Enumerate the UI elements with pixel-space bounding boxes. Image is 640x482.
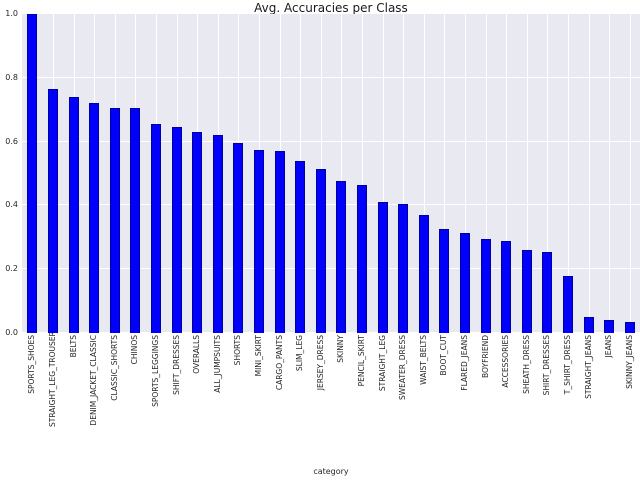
x-tick-label: SPORTS_LEGGINGS — [150, 335, 160, 407]
x-tick-label: STRAIGHT_LEG — [377, 335, 387, 392]
y-tick-label: 0.0 — [5, 328, 18, 337]
bar — [89, 103, 100, 333]
bar — [27, 14, 38, 333]
gridline-vertical — [547, 14, 549, 333]
gridline-vertical — [382, 14, 384, 333]
bar — [212, 135, 223, 333]
bar — [130, 108, 141, 333]
bar — [418, 214, 429, 333]
bar — [562, 275, 573, 333]
x-tick-label: JERSEY_DRESS — [315, 335, 325, 391]
bar — [624, 321, 635, 333]
gridline-horizontal — [22, 204, 640, 206]
x-tick-label: ALL_JUMPSUITS — [212, 335, 222, 393]
bar — [542, 251, 553, 333]
bar — [109, 108, 120, 333]
gridline-vertical — [506, 14, 508, 333]
y-tick-label: 0.4 — [5, 200, 18, 210]
bar — [377, 202, 388, 333]
gridline-vertical — [588, 14, 590, 333]
x-tick-label: JEANS — [604, 335, 614, 358]
gridline-horizontal — [22, 268, 640, 270]
x-tick-label: SHEATH_DRESS — [521, 335, 531, 394]
gridline-vertical — [567, 14, 569, 333]
x-tick-label: SHIFT_DRESSES — [171, 335, 181, 395]
gridline-vertical — [609, 14, 611, 333]
x-tick-label: STRAIGHT_JEANS — [583, 335, 593, 399]
gridline-vertical — [444, 14, 446, 333]
bar — [356, 184, 367, 333]
x-tick-label: SWEATER_DRESS — [398, 335, 408, 400]
x-tick-label: MINI_SKIRT — [253, 335, 263, 377]
x-tick-label: SLIM_LEG — [295, 335, 305, 372]
x-tick-label: ACCESSORIES — [501, 335, 511, 388]
bar — [521, 250, 532, 333]
x-tick-label: BOOT_CUT — [439, 335, 449, 376]
x-tick-label: OVERALLS — [192, 335, 202, 374]
x-tick-label: BELTS — [68, 335, 78, 358]
bar — [583, 317, 594, 333]
bar — [253, 149, 264, 333]
bar — [439, 229, 450, 333]
bar — [315, 168, 326, 333]
gridline-vertical — [341, 14, 343, 333]
gridline-vertical — [361, 14, 363, 333]
gridline-vertical — [526, 14, 528, 333]
x-tick-label: SKINNY_JEANS — [624, 335, 634, 389]
bar — [459, 232, 470, 333]
x-axis-label: category — [313, 467, 349, 476]
x-tick-label: CLASSIC_SHORTS — [109, 335, 119, 401]
x-tick-label: WAIST_BELTS — [418, 335, 428, 385]
gridline-horizontal — [22, 332, 640, 333]
bar — [192, 132, 203, 333]
x-tick-label: CHINOS — [130, 335, 140, 365]
gridline-vertical — [629, 14, 631, 333]
bar — [68, 96, 79, 333]
x-tick-label: SKINNY — [336, 335, 346, 363]
gridline-vertical — [464, 14, 466, 333]
gridline-vertical — [403, 14, 405, 333]
gridline-vertical — [423, 14, 425, 333]
bar — [604, 320, 615, 333]
x-tick-label: PENCIL_SKIRT — [356, 335, 366, 387]
gridline-horizontal — [22, 140, 640, 142]
bar — [480, 238, 491, 333]
bar — [233, 143, 244, 333]
bar — [336, 181, 347, 333]
bar — [171, 127, 182, 333]
bar — [398, 203, 409, 333]
x-tick-label: SHIRT_DRESSES — [542, 335, 552, 396]
x-tick-label: SPORTS_SHOES — [27, 335, 37, 394]
gridline-horizontal — [22, 76, 640, 78]
chart-title: Avg. Accuracies per Class — [254, 1, 408, 15]
x-tick-label: DENIM_JACKET_CLASSIC — [89, 335, 99, 426]
y-tick-label: 0.6 — [5, 136, 18, 146]
x-tick-label: T_SHIRT_DRESS — [562, 335, 572, 395]
bar — [295, 160, 306, 333]
bar — [501, 240, 512, 333]
x-tick-label: CARGO_PANTS — [274, 335, 284, 391]
x-tick-label: FLARED_JEANS — [459, 335, 469, 391]
x-tick-label: BOYFRIEND — [480, 335, 490, 378]
plot-area — [22, 14, 640, 333]
bar — [274, 151, 285, 333]
y-tick-label: 1.0 — [5, 9, 18, 18]
y-tick-label: 0.8 — [5, 72, 18, 82]
x-tick-label: STRAIGHT_LEG_TROUSERS — [47, 326, 57, 427]
bar — [150, 124, 161, 333]
bar — [47, 88, 58, 333]
y-tick-label: 0.2 — [5, 264, 18, 274]
x-tick-label: SHORTS — [233, 335, 243, 366]
gridline-vertical — [485, 14, 487, 333]
